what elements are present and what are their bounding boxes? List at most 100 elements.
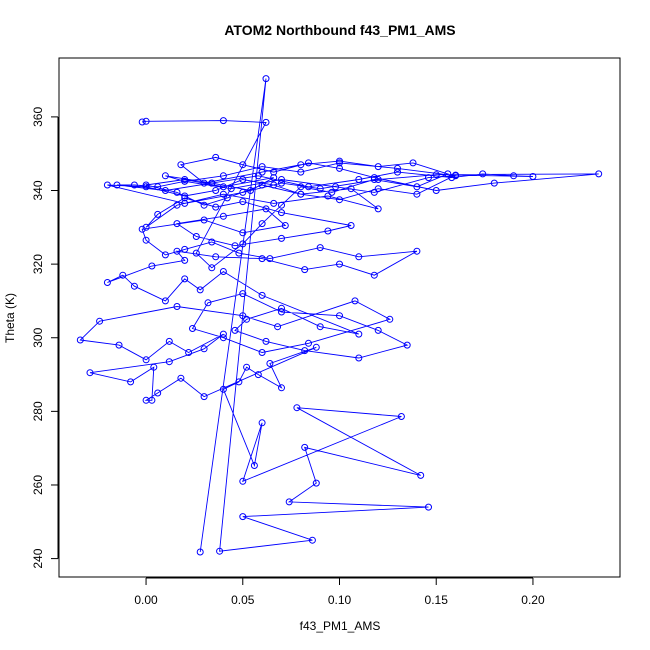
y-tick-label: 300 bbox=[31, 327, 45, 347]
data-point bbox=[181, 256, 189, 264]
data-point bbox=[200, 393, 208, 401]
data-point bbox=[308, 536, 316, 544]
data-point bbox=[301, 347, 309, 355]
data-point bbox=[142, 356, 150, 364]
data-point bbox=[239, 477, 247, 485]
data-point bbox=[324, 192, 332, 200]
data-point bbox=[239, 198, 247, 206]
data-point bbox=[196, 548, 204, 556]
data-point bbox=[239, 312, 247, 320]
data-point bbox=[328, 188, 336, 196]
data-point bbox=[192, 249, 200, 257]
data-point bbox=[355, 354, 363, 362]
data-point bbox=[239, 513, 247, 521]
data-point bbox=[305, 339, 312, 347]
data-point bbox=[274, 323, 282, 331]
data-point bbox=[332, 183, 340, 191]
data-point bbox=[161, 187, 169, 194]
data-point bbox=[200, 216, 208, 224]
data-point bbox=[529, 173, 537, 180]
data-point bbox=[278, 209, 285, 217]
data-point bbox=[200, 179, 208, 187]
data-point bbox=[316, 185, 324, 193]
y-tick-label: 260 bbox=[31, 475, 45, 495]
data-point bbox=[142, 183, 150, 191]
data-point bbox=[262, 205, 270, 213]
data-point bbox=[278, 308, 285, 316]
data-point bbox=[297, 183, 305, 191]
data-point bbox=[231, 326, 239, 334]
data-point bbox=[142, 223, 150, 231]
data-point bbox=[212, 187, 220, 194]
data-point bbox=[239, 188, 247, 196]
data-point bbox=[479, 170, 487, 178]
data-point bbox=[150, 363, 158, 371]
data-point bbox=[219, 190, 227, 198]
series-line bbox=[79, 78, 599, 553]
data-point bbox=[219, 268, 227, 275]
data-point bbox=[181, 177, 189, 185]
data-point bbox=[127, 378, 135, 386]
data-point bbox=[258, 220, 266, 228]
data-point bbox=[192, 233, 200, 240]
data-point bbox=[212, 253, 220, 261]
data-point bbox=[403, 341, 411, 349]
data-point bbox=[219, 172, 227, 180]
data-point bbox=[181, 199, 189, 207]
data-point bbox=[258, 255, 266, 263]
data-point bbox=[293, 404, 301, 412]
data-point bbox=[266, 255, 274, 263]
data-point bbox=[219, 212, 227, 220]
data-point bbox=[262, 337, 270, 345]
data-point bbox=[103, 181, 111, 189]
data-point bbox=[196, 286, 204, 294]
data-point bbox=[250, 462, 258, 469]
data-point bbox=[235, 249, 243, 257]
data-point bbox=[444, 170, 452, 178]
data-point bbox=[189, 325, 196, 332]
data-point bbox=[86, 369, 94, 377]
data-point bbox=[181, 275, 189, 283]
data-point bbox=[278, 234, 285, 242]
data-point bbox=[432, 171, 440, 179]
data-point bbox=[355, 330, 363, 338]
data-point bbox=[312, 343, 320, 351]
data-point bbox=[154, 389, 162, 397]
data-point bbox=[258, 291, 266, 299]
data-point bbox=[239, 229, 247, 237]
data-point bbox=[297, 168, 305, 176]
data-point bbox=[452, 171, 460, 179]
data-point bbox=[243, 363, 251, 371]
data-point bbox=[355, 253, 363, 261]
data-point bbox=[258, 419, 266, 427]
data-point bbox=[432, 187, 440, 194]
data-point bbox=[227, 185, 235, 193]
data-point bbox=[413, 183, 421, 191]
data-point bbox=[239, 176, 247, 183]
data-point bbox=[278, 179, 285, 187]
data-point bbox=[374, 205, 382, 213]
data-point bbox=[113, 181, 121, 189]
data-point bbox=[305, 183, 312, 191]
data-point bbox=[181, 192, 189, 200]
data-point bbox=[103, 279, 111, 286]
y-tick-label: 360 bbox=[31, 107, 45, 127]
data-point bbox=[96, 317, 104, 325]
data-point bbox=[278, 304, 285, 312]
data-point bbox=[148, 396, 156, 404]
data-point bbox=[173, 188, 181, 196]
data-point bbox=[595, 170, 603, 178]
data-point bbox=[154, 210, 162, 218]
data-point bbox=[409, 159, 417, 167]
data-point bbox=[219, 117, 227, 125]
data-point bbox=[370, 188, 378, 196]
data-point bbox=[239, 161, 247, 169]
data-point bbox=[258, 168, 266, 176]
data-point bbox=[239, 290, 247, 298]
data-point bbox=[355, 176, 363, 183]
y-tick-label: 280 bbox=[31, 401, 45, 421]
data-point bbox=[216, 547, 224, 555]
data-point bbox=[370, 174, 378, 182]
y-tick-label: 240 bbox=[31, 548, 45, 568]
